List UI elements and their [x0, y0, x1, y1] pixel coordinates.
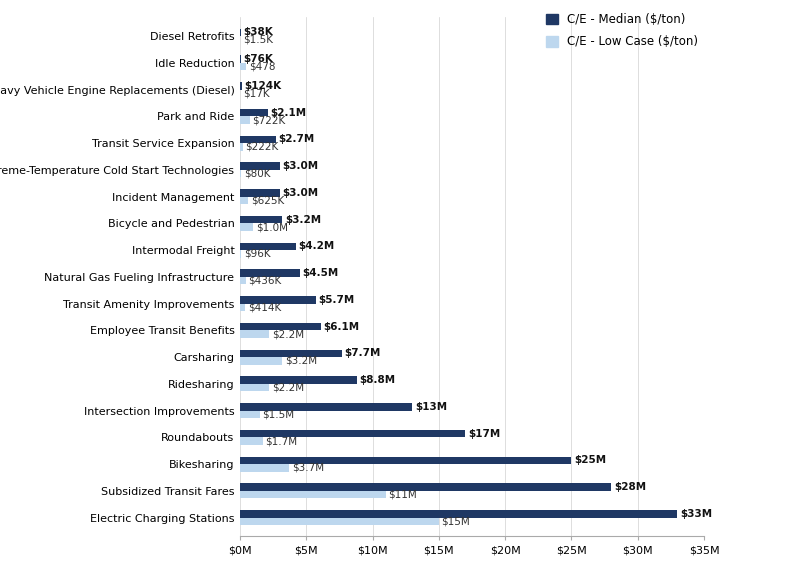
Bar — [240, 63, 246, 71]
Bar — [240, 437, 262, 445]
Text: $1.5K: $1.5K — [242, 35, 273, 45]
Text: $3.7M: $3.7M — [292, 463, 324, 473]
Text: $15M: $15M — [442, 517, 470, 526]
Text: $1.0M: $1.0M — [256, 222, 288, 232]
Bar — [240, 163, 280, 170]
Text: $478: $478 — [249, 62, 275, 72]
Bar — [240, 277, 246, 285]
Text: $13M: $13M — [415, 402, 447, 412]
Text: $4.5M: $4.5M — [302, 268, 338, 278]
Bar — [240, 410, 260, 418]
Text: $3.0M: $3.0M — [282, 161, 318, 171]
Bar — [240, 331, 269, 338]
Bar — [240, 243, 296, 250]
Bar — [240, 136, 276, 143]
Text: $6.1M: $6.1M — [323, 322, 360, 332]
Bar — [240, 518, 439, 525]
Text: $3.2M: $3.2M — [285, 215, 321, 224]
Bar — [240, 430, 466, 437]
Bar — [240, 196, 248, 204]
Bar — [240, 357, 282, 364]
Bar — [240, 350, 342, 357]
Text: $2.7M: $2.7M — [278, 135, 314, 145]
Text: $5.7M: $5.7M — [318, 295, 354, 305]
Text: $17K: $17K — [243, 89, 270, 99]
Bar — [240, 170, 241, 177]
Bar — [240, 491, 386, 498]
Bar — [240, 269, 300, 277]
Bar — [240, 377, 357, 384]
Bar — [240, 223, 254, 231]
Text: $414K: $414K — [248, 303, 282, 312]
Bar — [240, 384, 269, 391]
Text: $96K: $96K — [244, 249, 270, 259]
Bar — [240, 464, 289, 472]
Bar — [240, 189, 280, 196]
Text: $625K: $625K — [251, 195, 284, 205]
Text: $3.2M: $3.2M — [285, 356, 317, 366]
Text: $1.7M: $1.7M — [265, 436, 298, 446]
Text: $436K: $436K — [249, 276, 282, 286]
Bar — [240, 323, 321, 331]
Text: $2.2M: $2.2M — [272, 382, 304, 393]
Bar — [240, 296, 315, 304]
Bar — [240, 250, 242, 258]
Text: $28M: $28M — [614, 482, 646, 492]
Bar — [240, 456, 571, 464]
Bar — [240, 143, 243, 150]
Bar — [240, 117, 250, 124]
Text: $4.2M: $4.2M — [298, 241, 334, 251]
Text: $3.0M: $3.0M — [282, 188, 318, 198]
Bar — [240, 82, 242, 90]
Text: $17M: $17M — [468, 429, 500, 438]
Text: $1.5M: $1.5M — [262, 409, 294, 419]
Text: $80K: $80K — [244, 168, 270, 178]
Text: $222K: $222K — [246, 142, 279, 152]
Text: $25M: $25M — [574, 455, 606, 465]
Text: $124K: $124K — [244, 81, 282, 91]
Legend: C/E - Median ($/ton), C/E - Low Case ($/ton): C/E - Median ($/ton), C/E - Low Case ($/… — [546, 13, 698, 48]
Bar — [240, 216, 282, 223]
Text: $7.7M: $7.7M — [345, 349, 381, 359]
Bar — [240, 109, 268, 117]
Text: $2.2M: $2.2M — [272, 329, 304, 339]
Text: $8.8M: $8.8M — [359, 375, 395, 385]
Text: $76K: $76K — [244, 54, 274, 64]
Text: $38K: $38K — [243, 27, 273, 37]
Bar — [240, 510, 678, 518]
Bar — [240, 55, 241, 63]
Text: $11M: $11M — [389, 490, 418, 500]
Bar — [240, 304, 246, 311]
Text: $33M: $33M — [680, 509, 712, 519]
Text: $2.1M: $2.1M — [270, 108, 306, 118]
Bar — [240, 483, 611, 491]
Bar — [240, 403, 412, 410]
Text: $722K: $722K — [252, 115, 286, 125]
